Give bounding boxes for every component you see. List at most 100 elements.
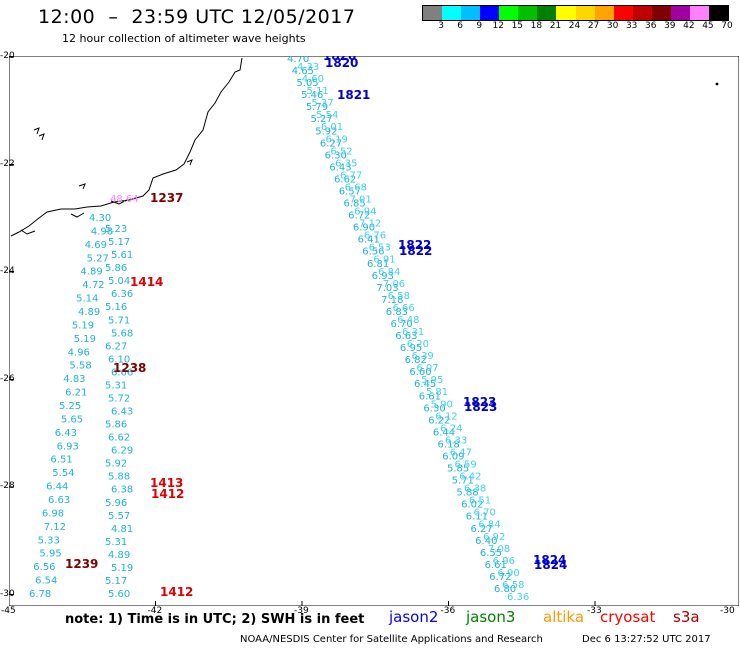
swh-value: 5.19 <box>72 320 94 331</box>
legend-altika: altika <box>543 608 585 626</box>
swh-value: 6.43 <box>329 162 351 173</box>
swh-value: 6.51 <box>50 455 72 466</box>
swh-value: 5.54 <box>52 468 74 479</box>
swh-value: 6.58 <box>502 580 524 591</box>
swh-value: 6.21 <box>65 388 87 399</box>
coastline <box>10 57 243 237</box>
color-scale-label: 21 <box>549 21 562 31</box>
lon-tick-label: -39 <box>294 606 309 616</box>
swh-value: 4.98 <box>91 226 113 237</box>
swh-value: 6.84 <box>478 520 500 531</box>
swh-value: 6.84 <box>378 267 400 278</box>
swh-value: 6.10 <box>108 354 130 365</box>
swh-value: 6.35 <box>335 158 357 169</box>
swh-value: 6.81 <box>367 259 389 270</box>
track-time-label: 1821 <box>337 88 370 102</box>
track-time-label: 1822 <box>399 244 432 258</box>
lon-tick-label: -30 <box>720 606 735 616</box>
swh-value: 5.17 <box>105 576 127 587</box>
color-scale-label: 70 <box>721 21 733 31</box>
swh-value: 6.31 <box>402 327 424 338</box>
swh-value: 5.88 <box>456 488 478 499</box>
swh-value: 6.72 <box>489 572 511 583</box>
swh-value: 5.04 <box>108 276 130 287</box>
swh-value: 6.33 <box>445 435 467 446</box>
swh-value: 6.44 <box>46 482 68 493</box>
lat-tick-label: -22 <box>0 158 15 169</box>
swh-value: 6.60 <box>409 367 431 378</box>
swh-value: 7.12 <box>44 522 66 533</box>
swh-value: 5.88 <box>108 472 130 483</box>
color-swatch <box>423 6 443 20</box>
color-scale-label: 12 <box>492 21 504 31</box>
swh-value: 7.18 <box>381 295 403 306</box>
track-time-label: 1239 <box>65 557 98 571</box>
swh-value: 6.36 <box>507 592 529 603</box>
swh-value: 6.76 <box>364 231 386 242</box>
map-frame <box>9 56 739 606</box>
generation-timestamp: Dec 6 13:27:52 UTC 2017 <box>582 634 711 645</box>
swh-value: 6.62 <box>334 174 356 185</box>
swh-value: 6.58 <box>388 291 410 302</box>
swh-value: 6.12 <box>435 411 457 422</box>
lat-tick-label: -26 <box>0 373 15 384</box>
swh-value: 5.92 <box>105 459 127 470</box>
swh-value: 6.56 <box>362 247 384 258</box>
color-swatch <box>613 6 633 20</box>
swh-value: 6.62 <box>108 433 130 444</box>
track-time-label: 1412 <box>151 487 184 501</box>
swh-value: 6.39 <box>412 351 434 362</box>
swh-value: 5.65 <box>61 414 83 425</box>
swh-value: 6.09 <box>442 452 464 463</box>
swh-value: 6.43 <box>111 407 133 418</box>
lat-tick-label: -30 <box>0 588 15 599</box>
legend-s3a: s3a <box>673 608 700 626</box>
color-scale-label: 42 <box>683 21 695 31</box>
swh-value: 6.19 <box>326 134 348 145</box>
swh-value: 6.45 <box>414 379 436 390</box>
swh-value: 6.27 <box>105 341 127 352</box>
swh-value: 6.07 <box>416 363 438 374</box>
swh-value: 6.43 <box>55 428 77 439</box>
credit-text: NOAA/NESDIS Center for Satellite Applica… <box>240 634 543 645</box>
swh-value: 5.31 <box>105 380 127 391</box>
lon-tick-label: -36 <box>440 606 456 616</box>
swh-value: 5.95 <box>421 375 443 386</box>
swh-value: 5.92 <box>315 126 337 137</box>
swh-value: 5.14 <box>76 294 98 305</box>
track-time-label: 1412 <box>160 585 193 599</box>
swh-value: 48.64 <box>110 194 139 205</box>
swh-value: 4.83 <box>63 374 85 385</box>
swh-value: 5.19 <box>74 334 96 345</box>
swh-value: 6.66 <box>392 303 414 314</box>
swh-value: 5.23 <box>105 224 127 235</box>
swh-value: 5.33 <box>38 535 60 546</box>
swh-value: 6.56 <box>33 562 55 573</box>
swh-value: 6.82 <box>405 355 427 366</box>
swh-value: 6.95 <box>400 343 422 354</box>
legend-cryosat: cryosat <box>600 608 656 626</box>
color-scale-label: 45 <box>702 21 714 31</box>
swh-value: 7.08 <box>488 544 510 555</box>
color-scale-label: 36 <box>645 21 657 31</box>
swh-value: 5.46 <box>301 90 323 101</box>
swh-value: 4.30 <box>89 213 111 224</box>
swh-value: 5.27 <box>87 253 109 264</box>
color-swatch <box>575 6 595 20</box>
swh-value: 4.70 <box>287 56 309 65</box>
swh-value: 6.94 <box>354 207 376 218</box>
swh-value: 6.27 <box>320 138 342 149</box>
color-swatch <box>556 6 576 20</box>
swh-value: 6.63 <box>48 495 70 506</box>
legend-jason3: jason3 <box>466 608 516 626</box>
color-scale-label: 18 <box>530 21 543 31</box>
swh-value: 4.89 <box>80 267 102 278</box>
swh-value: 4.89 <box>108 550 130 561</box>
swh-value: 6.93 <box>57 441 79 452</box>
swh-value: 7.03 <box>376 283 398 294</box>
track-time-label: 1238 <box>113 361 146 375</box>
swh-value: 6.38 <box>111 485 133 496</box>
track-time-label: 1822 <box>398 238 431 252</box>
color-swatch <box>632 6 652 20</box>
